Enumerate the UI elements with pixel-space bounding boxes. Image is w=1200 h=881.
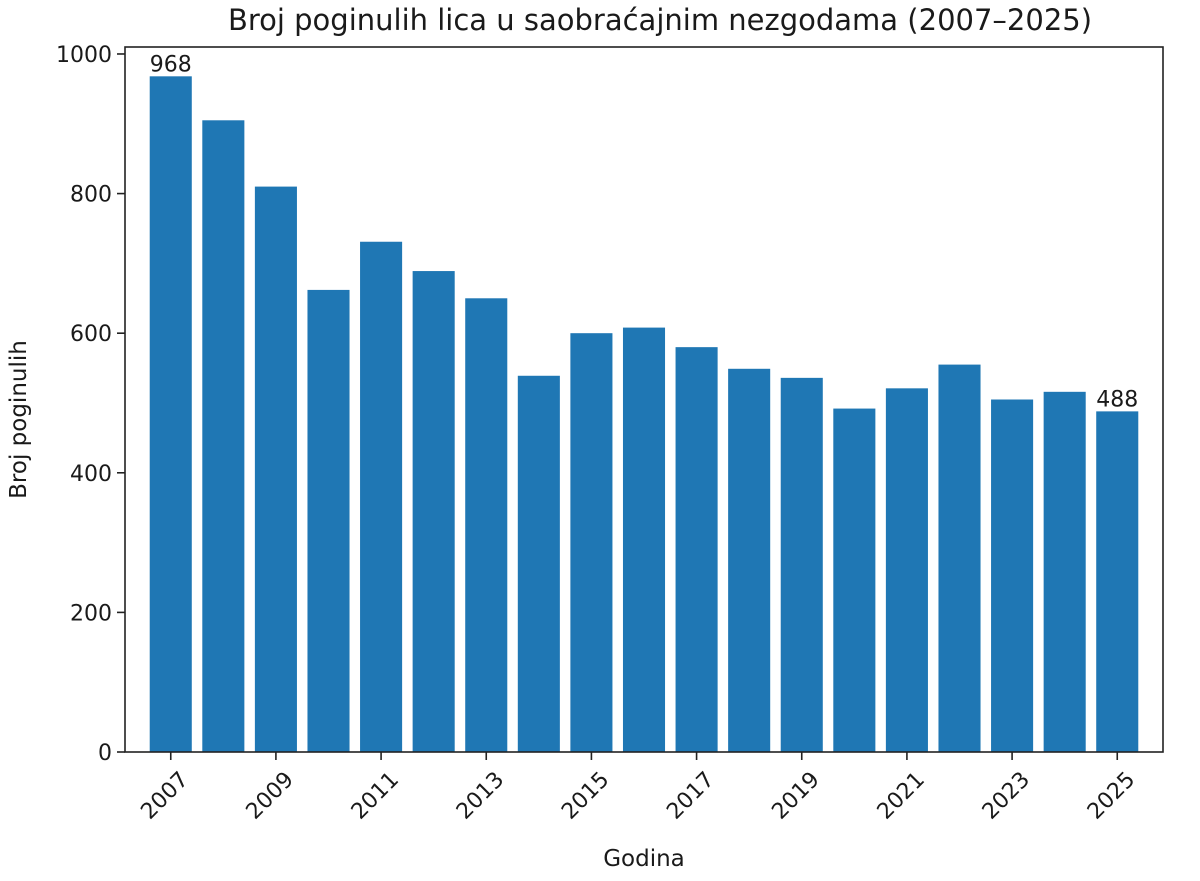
x-tick-label-2023: 2023 xyxy=(978,767,1035,824)
bar-2018 xyxy=(728,368,771,752)
x-tick-label-2013: 2013 xyxy=(452,767,509,824)
y-axis: 0 200 400 600 800 1000 xyxy=(56,43,125,766)
bar-2013 xyxy=(465,298,508,752)
x-axis: 2007 2009 2011 2013 2015 2017 2019 2021 2023 2025 xyxy=(136,752,1140,825)
x-tick-label-2025: 2025 xyxy=(1083,767,1140,824)
y-tick-label-400: 400 xyxy=(70,462,112,487)
x-tick-label-2007: 2007 xyxy=(136,767,193,824)
bar-2019 xyxy=(780,377,823,752)
bar-2010 xyxy=(307,289,350,752)
bars-group xyxy=(149,76,1139,753)
bar-2015 xyxy=(570,333,613,752)
bar-2020 xyxy=(833,408,876,752)
x-tick-label-2011: 2011 xyxy=(347,767,404,824)
x-tick-label-2021: 2021 xyxy=(873,767,930,824)
x-tick-label-2017: 2017 xyxy=(662,767,719,824)
y-tick-label-0: 0 xyxy=(98,741,112,766)
bar-2022 xyxy=(938,364,981,752)
bar-2024 xyxy=(1043,391,1086,752)
y-axis-label: Broj poginulih xyxy=(6,340,32,499)
data-label-2007: 968 xyxy=(150,52,192,77)
bar-2021 xyxy=(885,388,928,752)
bar-2017 xyxy=(675,347,718,752)
bar-2011 xyxy=(360,241,403,752)
x-tick-label-2019: 2019 xyxy=(767,767,824,824)
bar-2009 xyxy=(254,186,297,753)
x-tick-label-2009: 2009 xyxy=(242,767,299,824)
chart-title: Broj poginulih lica u saobraćajnim nezgo… xyxy=(228,3,1092,37)
x-tick-label-2015: 2015 xyxy=(557,767,614,824)
y-tick-label-200: 200 xyxy=(70,601,112,626)
bar-2012 xyxy=(412,271,455,752)
y-tick-label-1000: 1000 xyxy=(56,43,112,68)
bar-2025 xyxy=(1096,411,1139,752)
bar-2016 xyxy=(622,327,666,752)
x-axis-label: Godina xyxy=(603,846,685,872)
y-tick-label-800: 800 xyxy=(70,183,112,208)
bar-2014 xyxy=(517,375,560,752)
bar-2007 xyxy=(149,76,192,752)
annotations-group: 968 488 xyxy=(150,52,1139,412)
data-label-2025: 488 xyxy=(1096,387,1138,412)
bar-2008 xyxy=(202,120,245,753)
y-tick-label-600: 600 xyxy=(70,322,112,347)
bar-2023 xyxy=(991,399,1034,752)
plot-frame xyxy=(124,46,1164,753)
